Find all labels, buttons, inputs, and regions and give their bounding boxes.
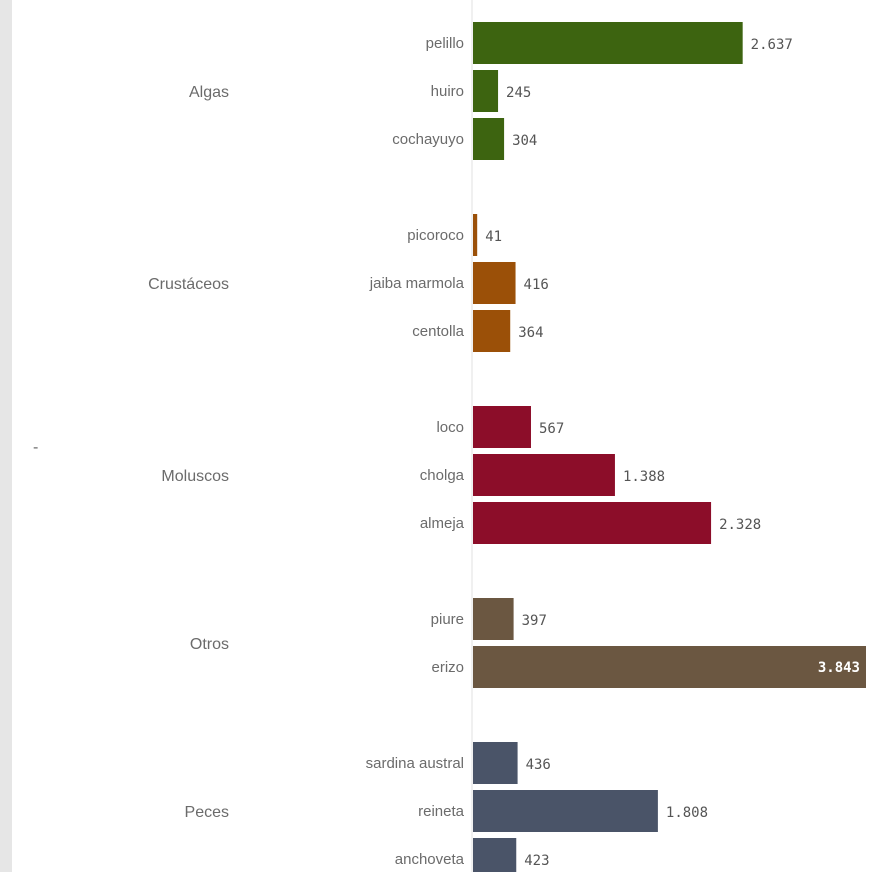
bar-category-label: cochayuyo <box>392 131 464 148</box>
bar-value-label: 1.808 <box>666 805 708 821</box>
bar-pelillo[interactable] <box>473 22 743 64</box>
bar-category-label: piure <box>431 611 464 628</box>
bar-erizo[interactable] <box>473 646 866 688</box>
bar-value-label: 397 <box>522 613 547 629</box>
bar-category-label: huiro <box>431 83 464 100</box>
group-label: Moluscos <box>161 468 229 485</box>
bar-value-label: 436 <box>526 757 551 773</box>
bar-huiro[interactable] <box>473 70 499 112</box>
group-label: Algas <box>189 84 229 101</box>
bar-value-label: 2.637 <box>751 37 793 53</box>
bar-value-label: 423 <box>524 853 549 869</box>
group-label: Peces <box>185 804 229 821</box>
dimension-axis-label: - <box>33 439 38 456</box>
bar-cholga[interactable] <box>473 454 615 496</box>
group-label: Otros <box>190 636 229 653</box>
bar-category-label: reineta <box>418 803 465 820</box>
bar-value-label: 1.388 <box>623 469 665 485</box>
bar-jaiba-marmola[interactable] <box>473 262 516 304</box>
bar-value-label: 2.328 <box>719 517 761 533</box>
bar-category-label: jaiba marmola <box>369 275 465 292</box>
bar-value-label: 567 <box>539 421 564 437</box>
bar-category-label: sardina austral <box>366 755 464 772</box>
bar-cochayuyo[interactable] <box>473 118 505 160</box>
bar-value-label: 304 <box>512 133 537 149</box>
bar-category-label: centolla <box>412 323 464 340</box>
bar-category-label: cholga <box>420 467 465 484</box>
left-scroll-gutter <box>0 0 12 872</box>
bar-value-label: 364 <box>518 325 543 341</box>
bar-category-label: erizo <box>431 659 464 676</box>
bar-category-label: almeja <box>420 515 465 532</box>
bar-sardina-austral[interactable] <box>473 742 518 784</box>
group-label: Crustáceos <box>148 276 229 293</box>
bar-piure[interactable] <box>473 598 514 640</box>
bar-category-label: picoroco <box>407 227 464 244</box>
bar-anchoveta[interactable] <box>473 838 517 872</box>
bar-loco[interactable] <box>473 406 531 448</box>
bar-value-label: 416 <box>524 277 549 293</box>
bar-almeja[interactable] <box>473 502 712 544</box>
bar-reineta[interactable] <box>473 790 658 832</box>
bar-picoroco[interactable] <box>473 214 478 256</box>
bar-category-label: anchoveta <box>395 851 465 868</box>
bar-value-label: 41 <box>485 229 502 245</box>
bar-category-label: loco <box>436 419 464 436</box>
bar-category-label: pelillo <box>426 35 464 52</box>
bar-value-label: 245 <box>506 85 531 101</box>
bar-value-label: 3.843 <box>818 660 860 676</box>
bar-centolla[interactable] <box>473 310 511 352</box>
